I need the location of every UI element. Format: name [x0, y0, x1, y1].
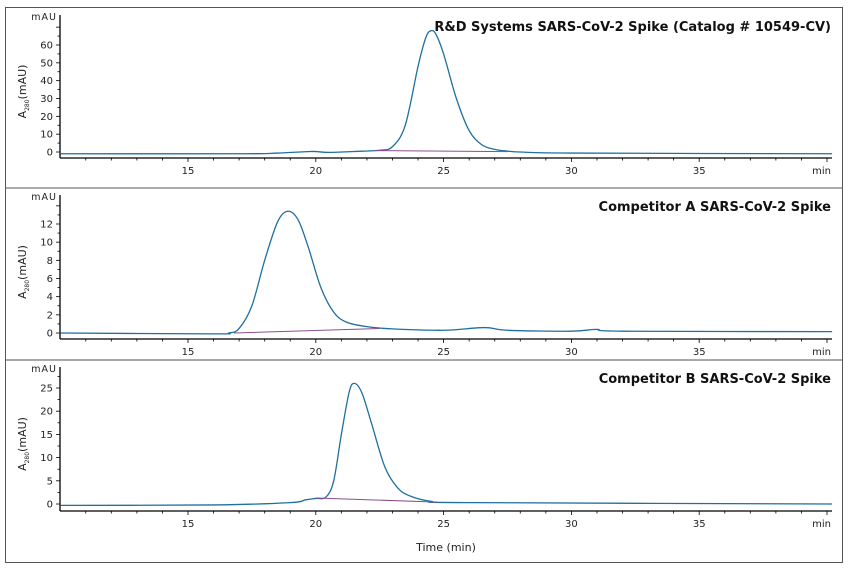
y-tick-label: 5 — [47, 476, 53, 487]
integration-baseline — [374, 150, 508, 153]
x-tick-label: 15 — [182, 166, 195, 177]
y-tick-label: 12 — [40, 220, 53, 231]
y-axis-label: A280(mAU) — [16, 245, 31, 299]
x-tick-label: 30 — [565, 347, 578, 358]
x-tick-label: 25 — [437, 347, 450, 358]
y-tick-label: 0 — [47, 500, 53, 511]
y-axis-label-subscript: 280 — [24, 280, 31, 292]
y-tick-label: 6 — [47, 274, 53, 285]
chart-frame — [5, 7, 843, 563]
chromatogram-trace — [60, 382, 833, 507]
x-tick-label: 25 — [437, 519, 450, 530]
y-axis-label-unit: (mAU) — [16, 245, 29, 280]
panel-1: 15 20 25 30 35 min 0 10 20 30 40 50 60 mAU A280(mAU) R&… — [5, 12, 843, 189]
x-tick-label: 20 — [309, 347, 322, 358]
y-axis-label-subscript: 280 — [24, 99, 31, 111]
y-tick-label: 50 — [40, 58, 53, 69]
chromatogram-trace — [60, 210, 833, 335]
panel-title: Competitor A SARS-CoV-2 Spike — [599, 200, 832, 215]
y-axis-label-main: A — [16, 110, 29, 118]
panel-3: 15 20 25 30 35 min 0 5 10 15 20 25 mAU A280(mAU) Compe… — [16, 364, 833, 554]
x-unit-label: min — [812, 166, 831, 177]
y-tick-label: 4 — [47, 292, 53, 303]
panel-title: R&D Systems SARS-CoV-2 Spike (Catalog # … — [434, 20, 831, 35]
y-unit-label: mAU — [31, 364, 57, 375]
y-tick-label: 25 — [40, 384, 53, 395]
x-tick-label: 35 — [693, 166, 706, 177]
y-tick-label: 10 — [40, 130, 53, 141]
panel-2: 15 20 25 30 35 min 0 2 4 6 8 10 12 mAU A280(mAU) Compet… — [5, 192, 843, 361]
y-tick-label: 40 — [40, 76, 53, 87]
y-axis-label: A280(mAU) — [16, 417, 31, 471]
x-tick-label: 15 — [182, 347, 195, 358]
chromatogram-trace — [60, 29, 833, 155]
y-tick-label: 15 — [40, 430, 53, 441]
y-tick-label: 0 — [47, 148, 53, 159]
integration-baseline — [315, 497, 439, 503]
x-tick-label: 25 — [437, 166, 450, 177]
y-tick-label: 10 — [40, 453, 53, 464]
x-axis-label: Time (min) — [415, 541, 476, 554]
y-axis-label-main: A — [16, 291, 29, 299]
y-tick-label: 8 — [47, 256, 53, 267]
y-axis-label-subscript: 280 — [24, 452, 31, 464]
x-tick-label: 30 — [565, 519, 578, 530]
y-unit-label: mAU — [31, 12, 57, 23]
x-tick-label: 35 — [693, 519, 706, 530]
panel-title: Competitor B SARS-CoV-2 Spike — [599, 372, 831, 387]
x-tick-label: 35 — [693, 347, 706, 358]
x-unit-label: min — [812, 519, 831, 530]
y-tick-label: 20 — [40, 407, 53, 418]
y-axis-label-unit: (mAU) — [16, 65, 29, 100]
y-tick-label: 2 — [47, 310, 53, 321]
x-tick-label: 20 — [309, 519, 322, 530]
y-tick-label: 30 — [40, 94, 53, 105]
x-tick-label: 15 — [182, 519, 195, 530]
y-axis-label-main: A — [16, 463, 29, 471]
y-tick-label: 20 — [40, 112, 53, 123]
y-tick-label: 60 — [40, 41, 53, 52]
y-tick-label: 0 — [47, 329, 53, 340]
x-tick-label: 30 — [565, 166, 578, 177]
x-tick-label: 20 — [309, 166, 322, 177]
y-tick-label: 10 — [40, 238, 53, 249]
y-axis-label-unit: (mAU) — [16, 417, 29, 452]
integration-baseline — [233, 327, 380, 334]
y-axis-label: A280(mAU) — [16, 65, 31, 119]
y-unit-label: mAU — [31, 192, 57, 203]
x-unit-label: min — [812, 347, 831, 358]
